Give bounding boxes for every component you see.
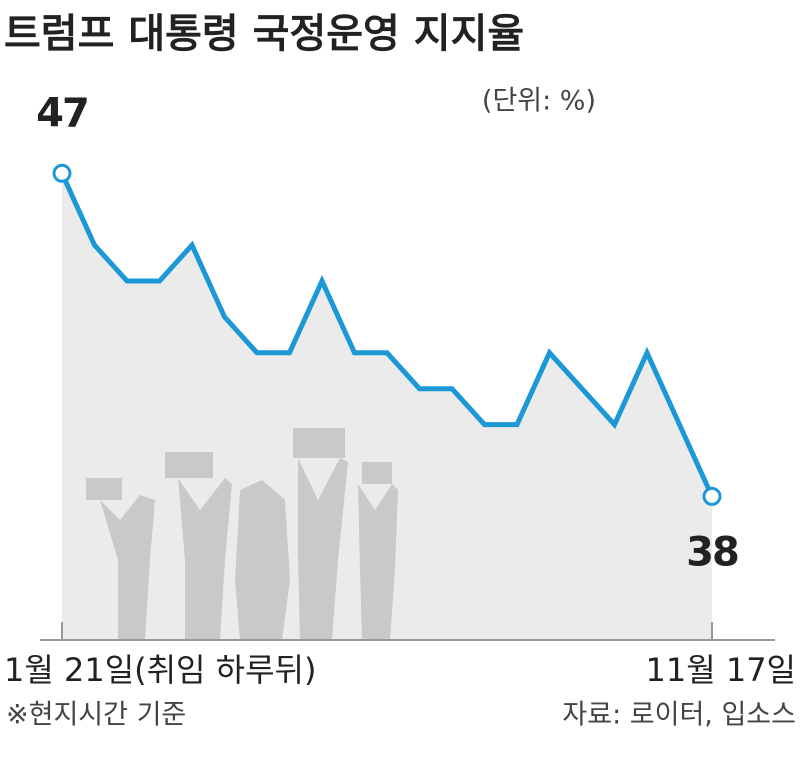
x-tick-label: 11월 17일	[646, 651, 797, 689]
note: ※현지시간 기준	[6, 700, 186, 731]
x-tick-label: 1월 21일(취임 하루뒤)	[4, 651, 316, 689]
data-label: 38	[686, 529, 738, 575]
end-point	[52, 163, 72, 183]
end-point	[702, 486, 722, 506]
line	[59, 172, 715, 498]
unit-label: (단위: %)	[482, 86, 596, 117]
chart-title: 트럼프 대통령 국정운영 지지율	[4, 11, 524, 57]
source: 자료: 로이터, 입소스	[562, 700, 796, 731]
data-label: 47	[36, 90, 88, 136]
protester-silhouettes	[86, 428, 398, 640]
